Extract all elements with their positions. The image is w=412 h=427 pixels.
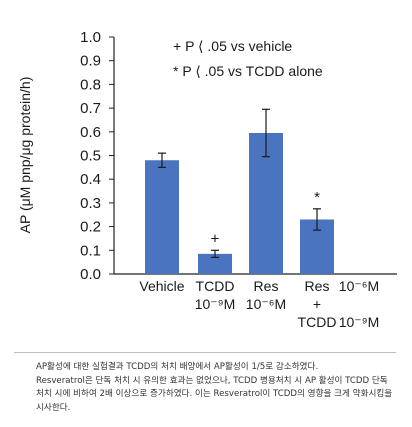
bar (198, 253, 232, 274)
bar-chart: 0.0 0.1 0.2 0.3 0.4 0.5 0.6 0.7 0.8 0.9 1.0 AP (μM … (17, 29, 397, 330)
y-tick-label: 0.5 (80, 148, 101, 165)
y-tick-label: 0.3 (80, 195, 101, 212)
x-category-label: 10⁻⁶M (246, 296, 286, 312)
chart-figure: 0.0 0.1 0.2 0.3 0.4 0.5 0.6 0.7 0.8 0.9 1.0 AP (μM … (17, 29, 397, 330)
x-category-label: 10⁻⁹M (195, 296, 236, 312)
y-tick-label: 1.0 (80, 29, 101, 46)
y-tick-label: 0.9 (80, 53, 101, 70)
significance-marker: + (211, 230, 220, 247)
significance-marker: * (314, 189, 320, 206)
x-category-label: Res (254, 278, 279, 294)
y-tick-label: 0.8 (80, 76, 101, 93)
x-category-label: + (313, 296, 321, 312)
y-tick-label: 0.1 (80, 242, 101, 259)
y-tick-label: 0.2 (80, 219, 101, 236)
x-category-label: Vehicle (139, 278, 184, 294)
y-tick-label: 0.0 (80, 266, 101, 283)
legend-entry: + P ⟨ .05 vs vehicle (173, 38, 292, 54)
x-category-label: 10⁻⁶M (339, 278, 379, 294)
y-tick-label: 0.4 (80, 171, 101, 188)
x-category-label: TCDD (298, 314, 337, 330)
y-tick-label: 0.7 (80, 100, 101, 117)
y-tick-label: 0.6 (80, 124, 101, 141)
caption-line-2: Resveratrol은 단독 처치 시 유의한 효과는 없었으나, TCDD … (36, 375, 393, 413)
x-category-label: TCDD (196, 278, 235, 294)
x-category-label: Res (305, 278, 330, 294)
bar (145, 160, 179, 274)
y-axis-title: AP (μM pnp/μg protein/h) (17, 77, 33, 234)
legend-entry: * P ⟨ .05 vs TCDD alone (173, 63, 323, 79)
caption-divider (14, 352, 396, 353)
figure-caption: AP활성에 대한 실험결과 TCDD의 처치 배양에서 AP활성이 1/5로 감… (36, 361, 398, 415)
x-category-label: 10⁻⁹M (339, 314, 380, 330)
caption-line-1: AP활성에 대한 실험결과 TCDD의 처치 배양에서 AP활성이 1/5로 감… (36, 362, 319, 372)
